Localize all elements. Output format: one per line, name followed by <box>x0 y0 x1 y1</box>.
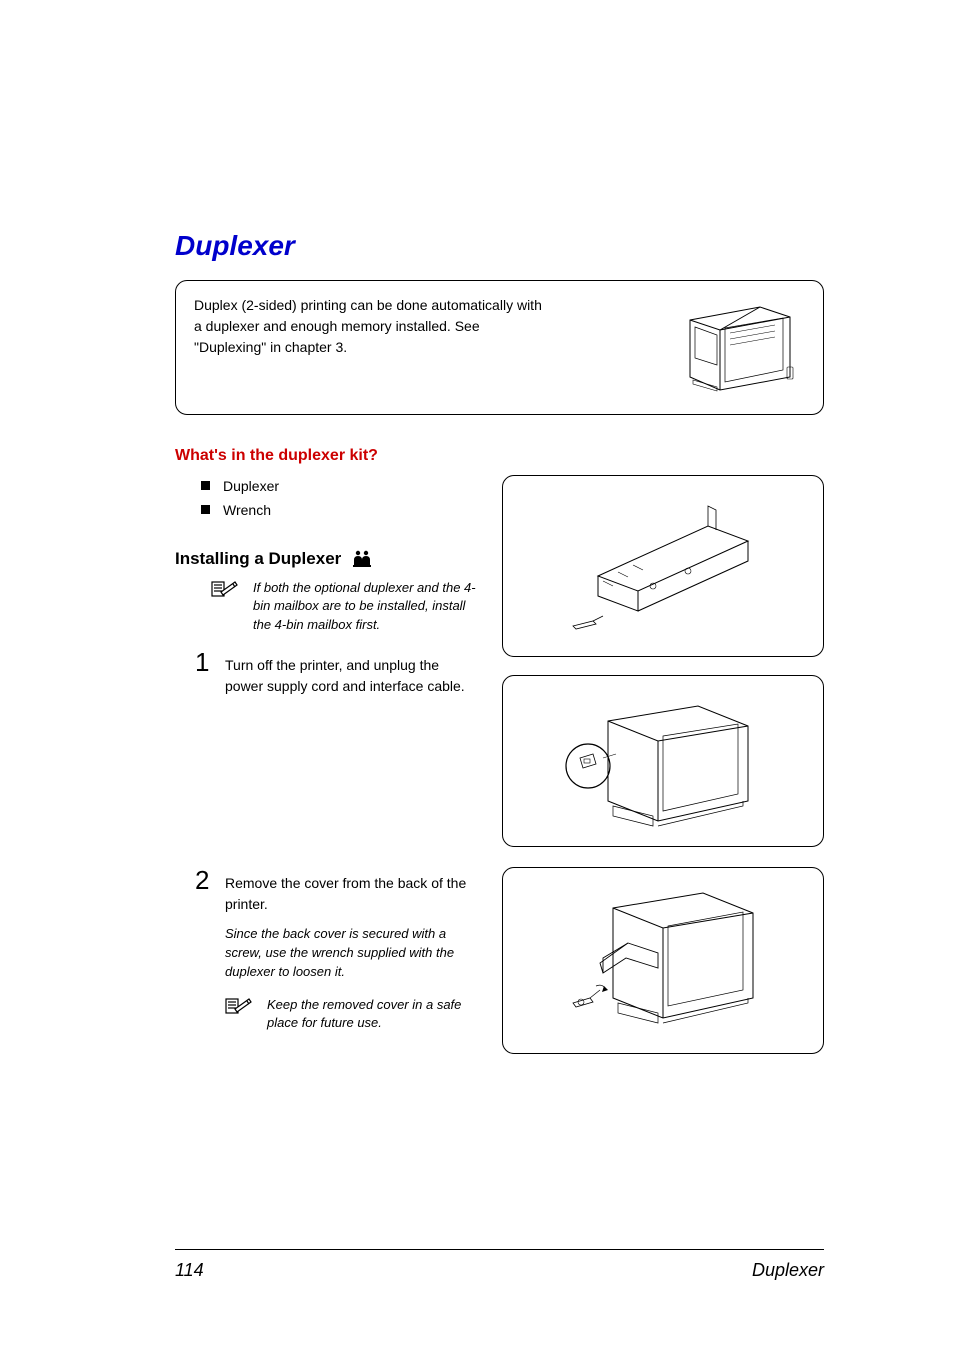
step-number: 2 <box>195 867 215 1033</box>
install-heading-text: Installing a Duplexer <box>175 549 341 569</box>
install-note: If both the optional duplexer and the 4-… <box>175 579 480 636</box>
intro-box: Duplex (2-sided) printing can be done au… <box>175 280 824 415</box>
step-number: 1 <box>195 649 215 697</box>
two-person-icon <box>351 550 373 568</box>
step1-illustration <box>502 675 824 847</box>
note-icon <box>225 996 255 1016</box>
kit-heading: What's in the duplexer kit? <box>175 447 824 465</box>
intro-text: Duplex (2-sided) printing can be done au… <box>194 295 544 358</box>
install-note-text: If both the optional duplexer and the 4-… <box>253 579 480 636</box>
printer-illustration-intro <box>675 295 805 400</box>
step-text: Remove the cover from the back of the pr… <box>225 873 480 915</box>
step-1: 1 Turn off the printer, and unplug the p… <box>175 649 480 697</box>
step-2: 2 Remove the cover from the back of the … <box>175 867 480 1033</box>
kit-items-list: Duplexer Wrench <box>175 475 480 523</box>
install-heading: Installing a Duplexer <box>175 549 480 569</box>
page-footer: 114 Duplexer <box>175 1249 824 1281</box>
duplexer-kit-illustration <box>502 475 824 657</box>
step-italic-text: Since the back cover is secured with a s… <box>225 925 480 982</box>
page-number: 114 <box>175 1260 204 1281</box>
list-item: Duplexer <box>223 475 480 499</box>
step-note-text: Keep the removed cover in a safe place f… <box>267 996 480 1034</box>
footer-title: Duplexer <box>752 1260 824 1281</box>
step2-illustration <box>502 867 824 1054</box>
page-heading: Duplexer <box>175 230 824 262</box>
step-note: Keep the removed cover in a safe place f… <box>225 996 480 1034</box>
note-icon <box>211 579 241 599</box>
step-body: Turn off the printer, and unplug the pow… <box>225 649 480 697</box>
list-item: Wrench <box>223 499 480 523</box>
